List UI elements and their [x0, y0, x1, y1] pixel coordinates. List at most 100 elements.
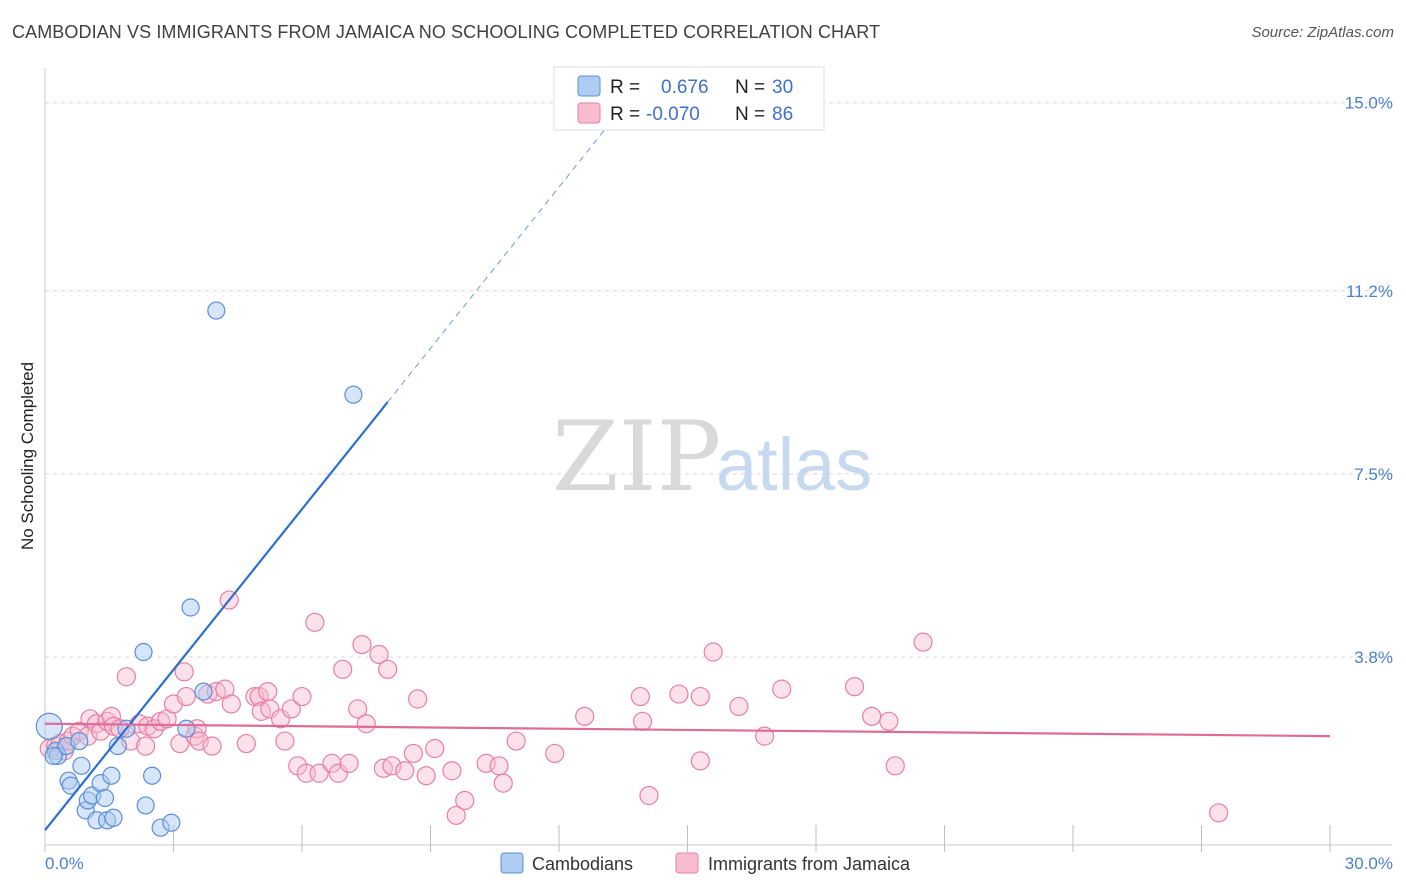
jamaica-point	[221, 694, 241, 714]
jamaica-point	[292, 686, 312, 707]
legend-r-label-1: R =	[610, 77, 640, 98]
jamaica-point	[382, 756, 402, 776]
cambodian-point	[194, 682, 213, 701]
jamaica-point	[408, 689, 428, 709]
chart-title: CAMBODIAN VS IMMIGRANTS FROM JAMAICA NO …	[12, 22, 881, 42]
jamaica-point	[116, 667, 136, 687]
legend-r-value-2: -0.070	[646, 104, 700, 125]
jamaica-point	[844, 677, 865, 697]
jamaica-point	[202, 736, 222, 756]
cambodian-point	[181, 598, 200, 617]
jamaica-point	[446, 805, 466, 825]
jamaica-point	[305, 612, 325, 632]
legend-n-value-2: 86	[772, 104, 793, 125]
jamaica-point	[403, 743, 423, 764]
jamaica-point	[862, 706, 882, 726]
bottom-legend-jamaica: Immigrants from Jamaica	[708, 854, 911, 874]
tick-labels: 3.8% 7.5% 11.2% 15.0% 0.0% 30.0%	[45, 94, 1393, 873]
bottom-legend-cambodians: Cambodians	[532, 854, 633, 874]
jamaica-point	[136, 736, 156, 756]
jamaica-point	[879, 711, 899, 731]
jamaica-point	[322, 753, 342, 773]
watermark: ZIP atlas	[552, 401, 872, 513]
cambodian-point	[177, 719, 196, 738]
cambodian-point	[95, 788, 115, 808]
y-tick-label: 15.0%	[1345, 94, 1393, 113]
jamaica-point	[260, 699, 280, 719]
jamaica-point	[395, 761, 415, 781]
jamaica-point	[455, 790, 475, 811]
cambodian-point	[35, 712, 63, 740]
jamaica-point	[545, 743, 565, 764]
jamaica-point	[275, 731, 295, 751]
x-tick-label-min: 0.0%	[45, 854, 84, 873]
jamaica-point	[91, 721, 111, 741]
x-tick-label-max: 30.0%	[1345, 854, 1393, 873]
trend-lines	[44, 122, 1331, 831]
jamaica-point	[1209, 803, 1229, 823]
jamaica-point	[189, 731, 209, 751]
jamaica-point	[630, 686, 650, 707]
jamaica-trend-line	[44, 722, 1331, 738]
cambodian-point	[162, 813, 181, 832]
jamaica-point	[174, 662, 194, 682]
jamaica-point	[772, 679, 792, 699]
cambodian-point	[344, 385, 363, 404]
legend-swatch-jamaica	[577, 102, 601, 124]
jamaica-point	[913, 632, 933, 652]
jamaica-point	[703, 642, 723, 662]
jamaica-point	[309, 763, 329, 783]
cambodian-trend-extension	[387, 122, 611, 403]
legend-n-label-2: N =	[735, 104, 765, 125]
axes	[44, 68, 1392, 852]
legend-swatch-cambodians	[577, 75, 601, 97]
legend-r-value-1: 0.676	[661, 77, 709, 98]
legend-r-label-2: R =	[610, 104, 640, 125]
jamaica-point	[236, 733, 256, 754]
bottom-legend-swatch-cambodians	[500, 852, 524, 874]
jamaica-point	[690, 686, 710, 707]
jamaica-point	[339, 753, 359, 773]
watermark-zip: ZIP	[552, 401, 721, 513]
jamaica-point	[258, 681, 278, 702]
jamaica-point	[489, 756, 509, 776]
jamaica-point	[493, 773, 513, 793]
cambodian-point	[207, 301, 226, 320]
jamaica-point	[176, 686, 196, 707]
jamaica-point	[575, 706, 595, 726]
jamaica-point	[885, 756, 905, 776]
cambodian-point	[136, 796, 155, 815]
correlation-legend: R = 0.676 N = 30 R = -0.070 N = 86	[553, 66, 825, 131]
cambodian-point	[70, 731, 89, 751]
jamaica-point	[328, 763, 349, 783]
y-tick-label: 3.8%	[1354, 648, 1393, 667]
cambodian-points	[35, 301, 363, 837]
jamaica-point	[281, 699, 301, 719]
cambodian-point	[61, 776, 80, 795]
jamaica-point	[348, 699, 368, 719]
jamaica-point	[729, 696, 749, 717]
jamaica-point	[442, 761, 462, 781]
jamaica-point	[352, 634, 372, 655]
bottom-legend-swatch-jamaica	[675, 852, 699, 874]
cambodian-trend-line	[44, 401, 389, 831]
cambodian-point	[134, 642, 153, 662]
grid-lines	[45, 102, 1392, 658]
series-legend: Cambodians Immigrants from Jamaica	[500, 852, 911, 874]
jamaica-point	[416, 766, 436, 786]
cambodian-point	[72, 756, 91, 775]
jamaica-point	[270, 709, 291, 729]
jamaica-point	[639, 785, 659, 806]
cambodian-point	[102, 766, 121, 785]
jamaica-point	[378, 659, 398, 679]
cambodian-point	[104, 808, 123, 827]
jamaica-point	[669, 684, 689, 704]
source-label: Source: ZipAtlas.com	[1251, 24, 1394, 41]
legend-n-label-1: N =	[735, 77, 765, 98]
cambodian-point	[142, 766, 162, 785]
jamaica-points	[39, 590, 1229, 825]
y-tick-label: 11.2%	[1346, 282, 1393, 301]
jamaica-point	[333, 659, 353, 679]
jamaica-point	[425, 738, 445, 759]
